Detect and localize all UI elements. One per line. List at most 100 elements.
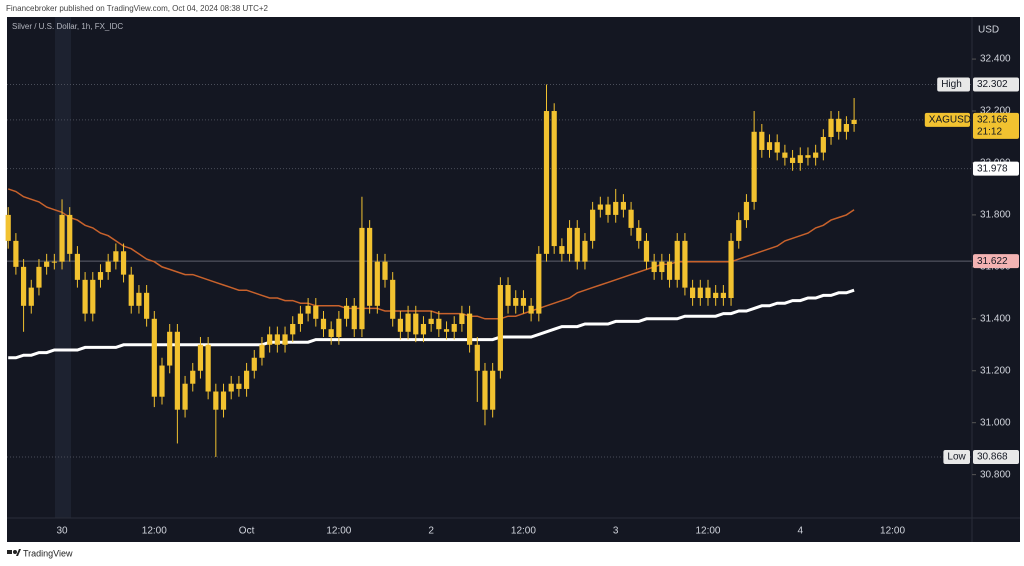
candle-body xyxy=(390,279,396,319)
candle-body xyxy=(459,313,465,324)
candle-body xyxy=(236,383,242,389)
candle-body xyxy=(67,214,73,254)
candle-body xyxy=(182,383,188,410)
candle-body xyxy=(151,318,157,397)
candle-body xyxy=(551,111,557,247)
candle-body xyxy=(805,155,811,158)
price-label-box xyxy=(973,112,1019,139)
candle-body xyxy=(290,323,296,335)
candle-body xyxy=(836,118,842,132)
candle-body xyxy=(697,287,703,299)
candle-body xyxy=(674,240,680,280)
candle-body xyxy=(467,313,473,345)
price-label-name: High xyxy=(941,79,962,90)
price-label-value: 31.622 xyxy=(977,256,1008,267)
y-tick-label: 32.400 xyxy=(980,54,1011,65)
candle-body xyxy=(536,253,542,314)
candle-body xyxy=(351,305,357,330)
candle-body xyxy=(274,334,280,345)
candle-body xyxy=(20,266,27,306)
candle-body xyxy=(220,391,227,410)
candle-body xyxy=(59,214,65,262)
candle-body xyxy=(82,279,88,314)
price-label-value: 30.868 xyxy=(977,452,1008,463)
price-label-value: 32.302 xyxy=(977,79,1008,90)
candle-body xyxy=(174,331,180,410)
candle-body xyxy=(205,344,211,392)
price-label-box xyxy=(973,449,1019,464)
x-tick-label: 12:00 xyxy=(511,526,536,537)
candle-body xyxy=(44,261,50,267)
candle-body xyxy=(144,292,150,319)
x-tick-label: 4 xyxy=(797,526,803,537)
candle-body xyxy=(343,305,350,319)
candle-body xyxy=(474,344,480,371)
x-tick-label: 2 xyxy=(428,526,434,537)
currency-label: USD xyxy=(978,25,999,36)
candle-body xyxy=(36,266,42,288)
y-tick-label: 31.800 xyxy=(980,210,1011,221)
x-tick-label: 12:00 xyxy=(142,526,167,537)
candle-body xyxy=(751,131,757,202)
price-label-value: 31.978 xyxy=(977,163,1008,174)
x-tick-label: 12:00 xyxy=(326,526,351,537)
candle-body xyxy=(305,305,311,314)
candle-body xyxy=(643,240,650,262)
y-tick-label: 31.400 xyxy=(980,313,1011,324)
price-label-name: Low xyxy=(947,452,966,463)
price-label-box xyxy=(973,254,1019,269)
candle-body xyxy=(766,142,773,150)
candle-body xyxy=(320,318,327,330)
moving-average-line xyxy=(8,288,855,360)
price-label-box xyxy=(973,77,1019,92)
candle-body xyxy=(582,240,588,262)
candle-body xyxy=(613,201,619,215)
symbol-title: Silver / U.S. Dollar, 1h, FX_IDC xyxy=(12,22,123,31)
candle-body xyxy=(97,272,104,280)
candle-body xyxy=(666,261,673,280)
candle-body xyxy=(728,240,734,299)
candle-body xyxy=(682,240,688,288)
candle-body xyxy=(297,313,304,324)
candle-body xyxy=(420,323,427,335)
candle-body xyxy=(774,142,780,153)
candle-body xyxy=(105,261,111,273)
candle-body xyxy=(313,305,319,319)
candle-body xyxy=(528,305,534,314)
candle-body xyxy=(782,152,788,158)
candle-body xyxy=(828,118,834,137)
candle-body xyxy=(5,214,11,241)
candle-body xyxy=(636,227,642,241)
candle-body xyxy=(451,323,457,332)
candle-body xyxy=(213,391,219,410)
candle-body xyxy=(428,318,434,324)
x-tick-label: Oct xyxy=(239,526,255,537)
candle-body xyxy=(382,261,388,280)
candle-body xyxy=(436,318,442,330)
price-countdown: 21:12 xyxy=(977,126,1002,137)
candle-body xyxy=(705,287,711,299)
price-label-tag xyxy=(937,77,970,92)
candle-body xyxy=(113,251,119,262)
candle-body xyxy=(813,152,819,158)
y-tick-label: 30.800 xyxy=(980,469,1011,480)
candle-body xyxy=(413,313,419,335)
candle-body xyxy=(167,331,173,366)
candle-body xyxy=(590,209,596,241)
candle-body xyxy=(659,261,665,273)
price-label-box xyxy=(973,161,1019,176)
candle-body xyxy=(90,279,96,314)
candle-body xyxy=(374,261,380,306)
candle-body xyxy=(543,111,550,254)
candle-body xyxy=(628,209,634,228)
price-label-value: 32.166 xyxy=(977,114,1008,125)
candle-body xyxy=(513,298,519,306)
moving-average-line xyxy=(7,188,855,320)
candle-body xyxy=(251,357,257,371)
y-tick-label: 31.000 xyxy=(980,417,1011,428)
candle-body xyxy=(136,292,142,306)
price-label-name: XAGUSD xyxy=(929,114,971,125)
candle-body xyxy=(559,246,565,254)
candle-body xyxy=(228,383,234,392)
candle-body xyxy=(713,292,719,299)
